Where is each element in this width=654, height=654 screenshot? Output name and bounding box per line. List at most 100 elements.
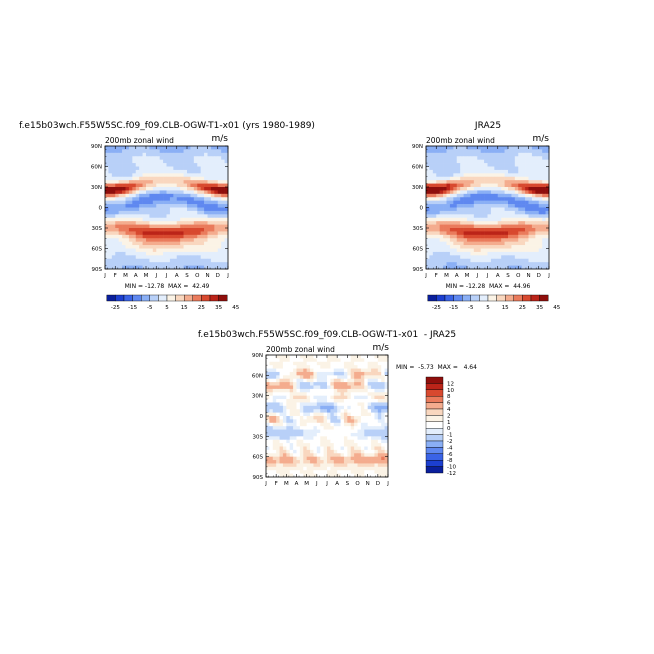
difference-cell (266, 426, 270, 430)
difference-cell (337, 463, 341, 468)
difference-cell (313, 409, 318, 413)
field-cell (426, 207, 430, 212)
field-cell (166, 180, 171, 184)
field-cell (525, 180, 529, 184)
field-cell (224, 258, 229, 263)
field-cell (484, 251, 488, 256)
difference-cell (286, 399, 291, 403)
field-cell (467, 238, 471, 242)
field-cell (169, 214, 174, 219)
field-cell (115, 234, 119, 239)
field-cell (190, 156, 195, 160)
field-cell (542, 258, 546, 263)
field-cell (115, 193, 119, 198)
difference-cell (347, 388, 352, 393)
field-cell (429, 187, 434, 191)
field-cell (210, 258, 215, 263)
field-cell (193, 265, 198, 270)
field-cell (453, 152, 458, 157)
field-cell (439, 197, 444, 201)
field-cell (183, 197, 188, 201)
field-cell (432, 200, 437, 205)
field-cell (494, 146, 499, 150)
field-cell (514, 190, 519, 195)
field-cell (453, 248, 458, 253)
field-cell (508, 200, 512, 205)
difference-cell (289, 463, 294, 468)
field-cell (159, 217, 164, 222)
difference-cell (276, 388, 280, 393)
field-cell (453, 224, 458, 229)
field-cell (449, 234, 454, 239)
difference-cell (310, 416, 314, 420)
difference-cell (357, 422, 362, 427)
difference-cell (286, 392, 291, 396)
field-cell (224, 187, 229, 191)
field-cell (439, 159, 444, 164)
difference-cell (276, 361, 280, 366)
field-cell (214, 245, 219, 249)
field-cell (446, 187, 451, 191)
panel-difference-x-tick-label: O (355, 481, 360, 487)
field-cell (538, 248, 543, 253)
difference-cell (303, 439, 307, 444)
difference-cell (269, 443, 274, 447)
field-cell (156, 217, 160, 222)
field-cell (511, 180, 516, 184)
field-cell (132, 176, 137, 181)
difference-cell (333, 388, 338, 393)
field-cell (480, 217, 485, 222)
difference-cell (347, 449, 352, 454)
field-cell (429, 210, 434, 215)
field-cell (436, 169, 440, 174)
difference-cell (289, 358, 294, 363)
difference-cell (316, 378, 321, 383)
field-cell (535, 217, 540, 222)
field-cell (224, 159, 229, 164)
field-cell (111, 180, 116, 184)
difference-cell (282, 432, 287, 437)
field-cell (487, 146, 492, 150)
field-cell (487, 173, 492, 178)
difference-cell (384, 409, 389, 413)
difference-cell (266, 395, 270, 400)
field-cell (210, 180, 215, 184)
panel-jra25-colorbar-swatch (444, 294, 454, 302)
difference-cell (340, 473, 345, 478)
difference-cell (364, 392, 368, 396)
field-cell (514, 210, 519, 215)
field-cell (467, 187, 471, 191)
difference-cell (364, 456, 368, 461)
field-cell (210, 183, 215, 188)
difference-cell (282, 402, 287, 407)
difference-cell (374, 439, 379, 444)
difference-cell (354, 355, 358, 359)
field-cell (149, 156, 154, 160)
field-cell (531, 238, 536, 242)
difference-cell (320, 456, 324, 461)
field-cell (511, 245, 516, 249)
difference-cell (337, 436, 341, 441)
difference-cell (364, 361, 368, 366)
panel-model: f.e15b03wch.F55W5SC.f09_f09.CLB-OGW-T1-x… (19, 121, 315, 311)
field-cell (453, 187, 458, 191)
difference-cell (320, 378, 324, 383)
difference-cell (272, 460, 277, 464)
field-cell (166, 163, 171, 167)
field-cell (221, 238, 225, 242)
field-cell (477, 156, 481, 160)
field-cell (135, 180, 140, 184)
field-cell (531, 245, 536, 249)
difference-cell (316, 361, 321, 366)
field-cell (207, 207, 212, 212)
field-cell (439, 173, 444, 178)
difference-cell (367, 368, 372, 373)
field-cell (125, 217, 130, 222)
field-cell (521, 228, 526, 232)
field-cell (149, 231, 154, 236)
field-cell (204, 180, 208, 184)
field-cell (204, 163, 208, 167)
field-cell (122, 234, 126, 239)
difference-cell (293, 388, 297, 393)
field-cell (487, 241, 492, 246)
